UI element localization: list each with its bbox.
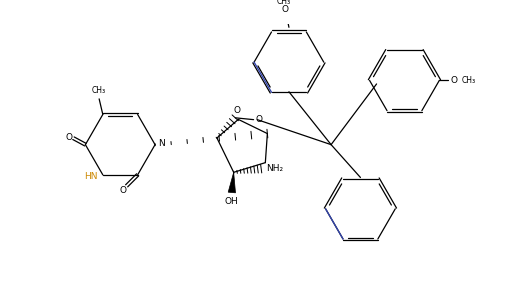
Polygon shape	[228, 172, 235, 193]
Text: O: O	[234, 106, 240, 115]
Text: O: O	[450, 76, 457, 85]
Text: N: N	[157, 139, 164, 149]
Text: CH₃: CH₃	[276, 0, 290, 6]
Text: O: O	[256, 115, 262, 124]
Text: HN: HN	[83, 172, 97, 181]
Text: CH₃: CH₃	[460, 76, 474, 85]
Text: O: O	[281, 5, 288, 14]
Text: O: O	[119, 186, 126, 195]
Text: OH: OH	[224, 197, 238, 206]
Text: CH₃: CH₃	[91, 86, 105, 95]
Text: NH₂: NH₂	[265, 164, 282, 173]
Text: O: O	[65, 133, 72, 142]
